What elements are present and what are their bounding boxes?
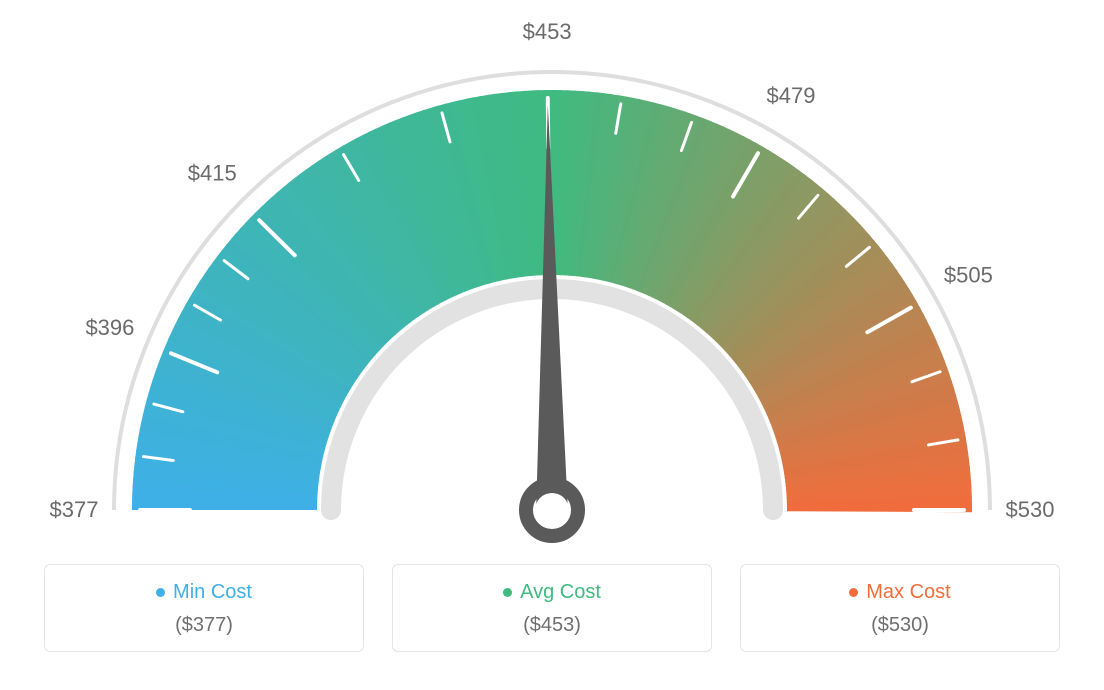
gauge-tick-label: $415 (188, 161, 237, 186)
legend-card-max: Max Cost ($530) (740, 564, 1060, 652)
gauge-chart: $377 $396 $415 $453 $479 $505 $530 (0, 0, 1104, 560)
gauge-tick-label: $530 (1006, 497, 1055, 522)
legend-value-max: ($530) (741, 614, 1059, 637)
legend-label-min: Min Cost (173, 581, 252, 604)
legend-card-avg: Avg Cost ($453) (392, 564, 712, 652)
legend-label-avg: Avg Cost (520, 581, 601, 604)
legend-value-avg: ($453) (393, 614, 711, 637)
gauge-svg: $377 $396 $415 $453 $479 $505 $530 (0, 0, 1104, 560)
legend-dot-avg (503, 588, 512, 597)
legend-row: Min Cost ($377) Avg Cost ($453) Max Cost… (0, 564, 1104, 652)
legend-value-min: ($377) (45, 614, 363, 637)
gauge-tick-label: $396 (85, 315, 134, 340)
gauge-tick-label: $377 (50, 497, 99, 522)
gauge-tick-label: $453 (523, 19, 572, 44)
legend-card-min: Min Cost ($377) (44, 564, 364, 652)
legend-dot-min (156, 588, 165, 597)
gauge-tick-label: $479 (767, 83, 816, 108)
legend-dot-max (849, 588, 858, 597)
legend-label-max: Max Cost (866, 581, 950, 604)
gauge-tick-label: $505 (944, 262, 993, 287)
